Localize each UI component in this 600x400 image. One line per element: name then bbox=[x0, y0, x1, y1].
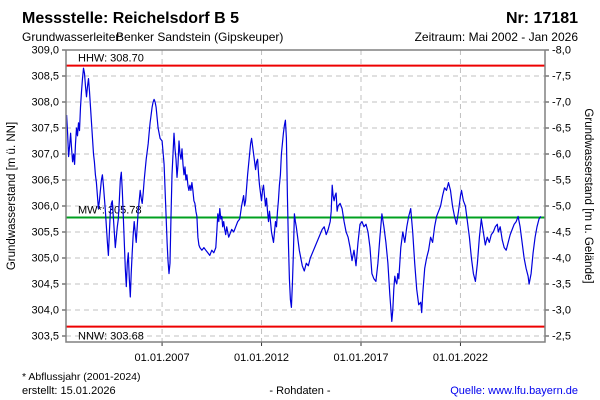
mw-label: MW*: 305.78 bbox=[78, 204, 142, 216]
y-tick-label-right: -5,5 bbox=[552, 175, 571, 187]
created-date: erstellt: 15.01.2026 bbox=[22, 385, 116, 397]
hhw-label: HHW: 308.70 bbox=[78, 53, 144, 65]
data-type-label: - Rohdaten - bbox=[269, 385, 330, 397]
y-tick-label-left: 306,0 bbox=[31, 201, 59, 213]
y-tick-label-left: 309,0 bbox=[31, 45, 59, 57]
plot-frame bbox=[65, 49, 546, 343]
nnw-label: NNW: 303.68 bbox=[78, 331, 144, 343]
y-tick-label-left: 305,5 bbox=[31, 227, 59, 239]
y-tick-label-right: -7,5 bbox=[552, 71, 571, 83]
aquifer-label: Grundwasserleiter: bbox=[22, 30, 123, 44]
y-tick-label-right: -5,0 bbox=[552, 201, 571, 213]
y-axis-label-right: Grundwasserstand [m u. Gelände] bbox=[582, 108, 594, 283]
y-tick-label-left: 304,5 bbox=[31, 279, 59, 291]
x-tick-label: 01.01.2017 bbox=[333, 352, 388, 364]
y-tick-label-left: 308,0 bbox=[31, 97, 59, 109]
aquifer-value: Benker Sandstein (Gipskeuper) bbox=[116, 30, 283, 44]
y-tick-label-right: -4,0 bbox=[552, 253, 571, 265]
y-tick-label-left: 303,5 bbox=[31, 331, 59, 343]
y-tick-label-left: 308,5 bbox=[31, 71, 59, 83]
period-label: Zeitraum: Mai 2002 - Jan 2026 bbox=[415, 30, 579, 44]
y-tick-label-left: 307,5 bbox=[31, 123, 59, 135]
y-tick-label-left: 307,0 bbox=[31, 149, 59, 161]
y-tick-label-right: -6,0 bbox=[552, 149, 571, 161]
x-tick-label: 01.01.2007 bbox=[135, 352, 190, 364]
y-tick-label-left: 306,5 bbox=[31, 175, 59, 187]
x-tick-label: 01.01.2022 bbox=[433, 352, 488, 364]
plot-area: 309,0 -8,0 308,5 -7,5 308,0 -7,0 307,5 -6,5 307,… bbox=[31, 45, 571, 365]
footnote-abflussjahr: * Abflussjahr (2001-2024) bbox=[22, 371, 141, 383]
y-tick-label-right: -7,0 bbox=[552, 97, 571, 109]
station-number: Nr: 17181 bbox=[506, 10, 578, 27]
y-tick-label-right: -3,0 bbox=[552, 305, 571, 317]
groundwater-series-line bbox=[66, 67, 542, 322]
y-tick-label-left: 304,0 bbox=[31, 305, 59, 317]
y-tick-label-left: 305,0 bbox=[31, 253, 59, 265]
page-title: Messstelle: Reichelsdorf B 5 bbox=[22, 10, 239, 27]
y-tick-label-right: -8,0 bbox=[552, 45, 571, 57]
y-tick-label-right: -2,5 bbox=[552, 331, 571, 343]
x-tick-label: 01.01.2012 bbox=[234, 352, 289, 364]
y-tick-label-right: -4,5 bbox=[552, 227, 571, 239]
source-link[interactable]: Quelle: www.lfu.bayern.de bbox=[450, 385, 578, 397]
y-tick-label-right: -3,5 bbox=[552, 279, 571, 291]
y-axis-label-left: Grundwasserstand [m ü. NN] bbox=[6, 122, 18, 270]
y-tick-label-right: -6,5 bbox=[552, 123, 571, 135]
